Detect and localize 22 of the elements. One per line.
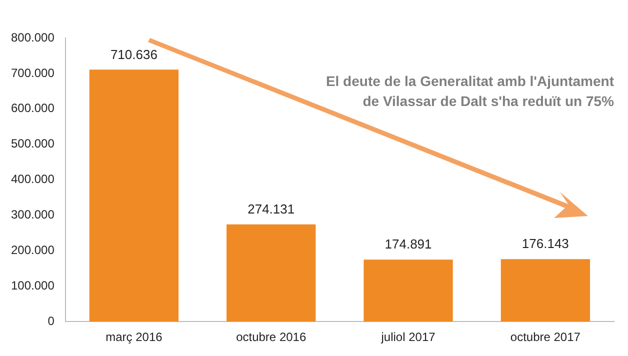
- bar: [364, 260, 453, 322]
- bar: [226, 224, 316, 322]
- y-tick-label: 300.000: [10, 208, 55, 222]
- annotation: El deute de la Generalitat amb l'Ajuntament de Vilassar de Dalt s'ha reduït un 75%: [326, 73, 615, 109]
- y-tick-label: 700.000: [10, 66, 55, 80]
- x-tick-label: octubre 2016: [236, 330, 306, 344]
- data-label: 710.636: [110, 46, 158, 62]
- y-tick-label: 200.000: [10, 243, 55, 258]
- y-tick-label: 500.000: [10, 136, 55, 151]
- y-tick-label: 100.000: [10, 278, 55, 292]
- data-label: 274.131: [248, 202, 295, 216]
- data-label: 174.891: [384, 236, 432, 252]
- y-tick-label: 0: [48, 314, 55, 328]
- bar: [89, 70, 179, 322]
- x-tick-label: octubre 2017: [510, 330, 581, 344]
- y-tick-label: 400.000: [10, 172, 55, 186]
- y-tick-label: 600.000: [10, 101, 55, 116]
- bar: [500, 259, 590, 322]
- y-tick-label: 800.000: [10, 30, 55, 44]
- x-tick-label: març 2016: [106, 330, 163, 344]
- x-tick-label: juliol 2017: [380, 330, 436, 344]
- data-label: 176.143: [522, 236, 569, 252]
